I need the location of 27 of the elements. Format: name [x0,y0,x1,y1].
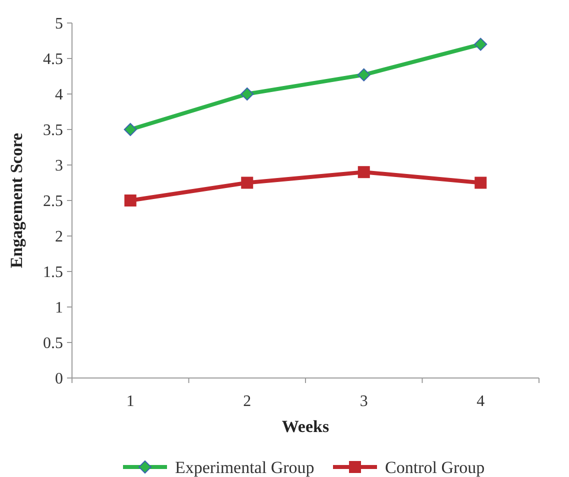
x-tick-label: 1 [126,393,134,410]
legend-label: Experimental Group [175,458,314,477]
x-tick-label: 3 [360,393,368,410]
y-tick-label: 3.5 [43,122,63,140]
point [124,123,137,136]
y-tick-label: 1 [55,300,63,317]
point [357,68,370,82]
y-tick-label: 1.5 [43,264,63,282]
x-axis-title: Weeks [282,417,330,436]
y-tick-label: 0 [55,370,63,388]
y-tick-label: 4 [55,86,63,104]
point [241,176,254,189]
y-tick-label: 4.5 [43,51,63,68]
point [474,176,487,189]
y-tick-label: 2 [55,228,63,246]
y-tick-label: 3 [55,158,63,175]
y-tick-label: 0.5 [43,335,63,352]
legend-label: Control Group [385,458,485,477]
x-tick-label: 4 [476,393,485,410]
point [358,166,370,178]
point [124,194,136,206]
y-tick-label: 5 [55,16,63,33]
x-tick-label: 2 [243,393,252,410]
point [474,38,488,51]
y-axis-title: Engagement Score [7,132,26,268]
y-tick-label: 2.5 [43,193,63,210]
point [240,88,254,100]
